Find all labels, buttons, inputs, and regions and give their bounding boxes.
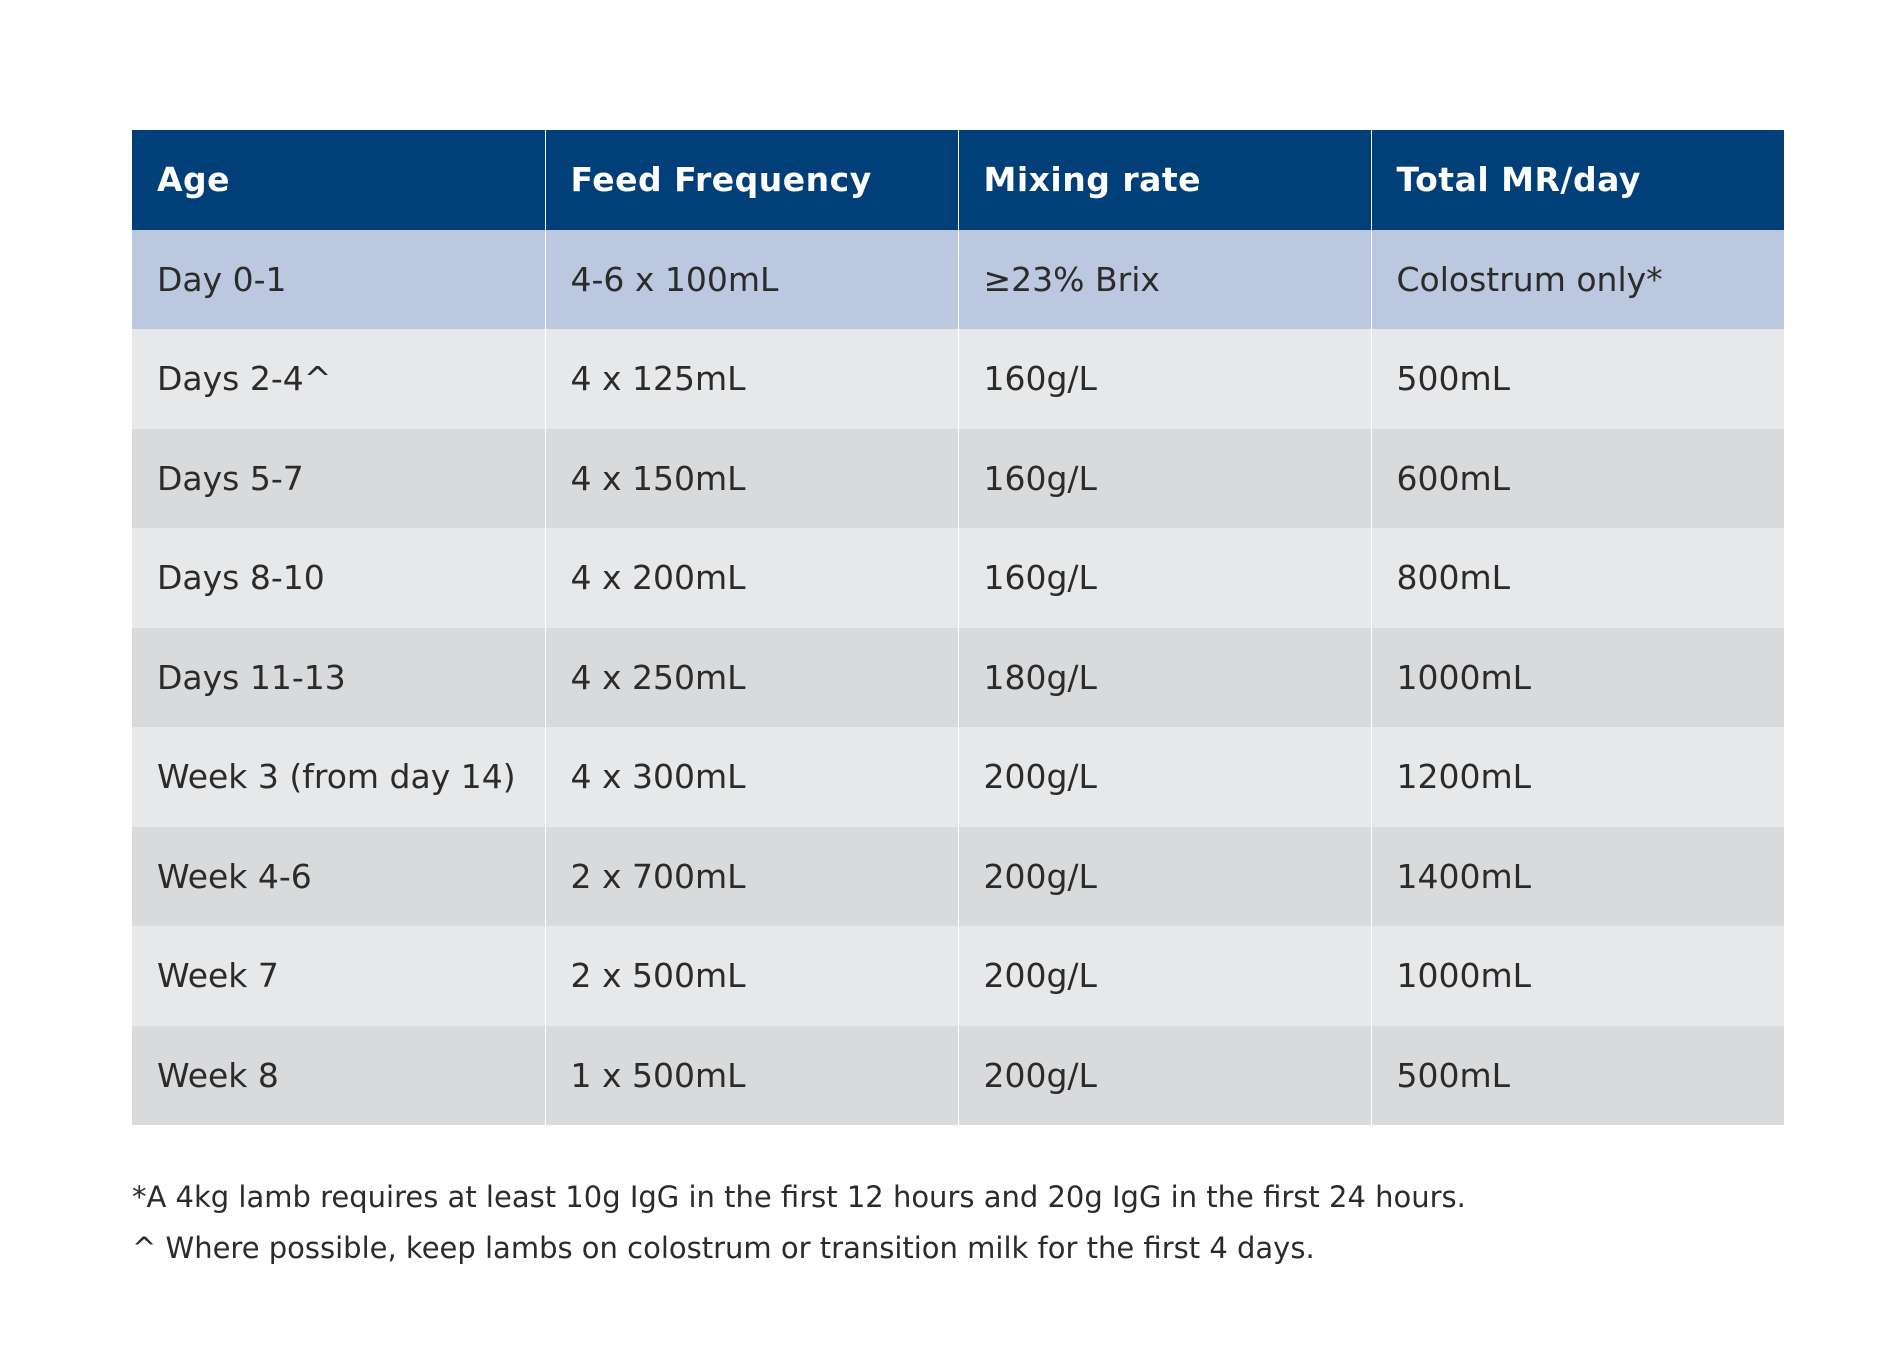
cell-age: Week 4-6 <box>132 826 545 926</box>
cell-mixing-rate: 200g/L <box>957 926 1371 1026</box>
cell-mixing-rate: 180g/L <box>957 627 1371 727</box>
table-row: Days 2-4^ 4 x 125mL 160g/L 500mL <box>132 329 1784 429</box>
footnotes: *A 4kg lamb requires at least 10g IgG in… <box>132 1172 1784 1274</box>
table-row: Week 4-6 2 x 700mL 200g/L 1400mL <box>132 826 1784 926</box>
cell-total-mr-day: 1000mL <box>1370 627 1784 727</box>
header-feed-frequency: Feed Frequency <box>544 130 958 230</box>
cell-total-mr-day: 1200mL <box>1370 727 1784 827</box>
cell-mixing-rate: 200g/L <box>957 826 1371 926</box>
footnote-colostrum: *A 4kg lamb requires at least 10g IgG in… <box>132 1180 1466 1214</box>
cell-age: Days 11-13 <box>132 627 545 727</box>
table-body: Day 0-1 4-6 x 100mL ≥23% Brix Colostrum … <box>132 229 1784 1125</box>
feeding-schedule-table: Age Feed Frequency Mixing rate Total MR/… <box>132 130 1784 1125</box>
cell-age: Days 2-4^ <box>132 329 545 429</box>
cell-total-mr-day: 500mL <box>1370 329 1784 429</box>
table-row: Days 8-10 4 x 200mL 160g/L 800mL <box>132 528 1784 628</box>
cell-mixing-rate: ≥23% Brix <box>957 229 1371 329</box>
cell-feed-frequency: 4-6 x 100mL <box>544 229 958 329</box>
footnote-transition: ^ Where possible, keep lambs on colostru… <box>132 1231 1315 1265</box>
cell-feed-frequency: 4 x 250mL <box>544 627 958 727</box>
table-row: Day 0-1 4-6 x 100mL ≥23% Brix Colostrum … <box>132 229 1784 329</box>
table-row: Week 3 (from day 14) 4 x 300mL 200g/L 12… <box>132 727 1784 827</box>
cell-age: Week 7 <box>132 926 545 1026</box>
cell-mixing-rate: 160g/L <box>957 528 1371 628</box>
cell-feed-frequency: 2 x 500mL <box>544 926 958 1026</box>
cell-age: Week 8 <box>132 1025 545 1125</box>
cell-mixing-rate: 200g/L <box>957 727 1371 827</box>
cell-mixing-rate: 200g/L <box>957 1025 1371 1125</box>
table-row: Week 7 2 x 500mL 200g/L 1000mL <box>132 926 1784 1026</box>
cell-feed-frequency: 4 x 300mL <box>544 727 958 827</box>
cell-total-mr-day: 1000mL <box>1370 926 1784 1026</box>
cell-feed-frequency: 4 x 125mL <box>544 329 958 429</box>
header-age: Age <box>132 130 545 230</box>
cell-mixing-rate: 160g/L <box>957 428 1371 528</box>
cell-total-mr-day: 500mL <box>1370 1025 1784 1125</box>
header-mixing-rate: Mixing rate <box>957 130 1371 230</box>
table-header: Age Feed Frequency Mixing rate Total MR/… <box>132 130 1784 230</box>
cell-feed-frequency: 2 x 700mL <box>544 826 958 926</box>
header-row: Age Feed Frequency Mixing rate Total MR/… <box>132 130 1784 230</box>
cell-total-mr-day: Colostrum only* <box>1370 229 1784 329</box>
table-row: Days 11-13 4 x 250mL 180g/L 1000mL <box>132 627 1784 727</box>
table-row: Days 5-7 4 x 150mL 160g/L 600mL <box>132 428 1784 528</box>
cell-age: Days 5-7 <box>132 428 545 528</box>
header-total-mr-day: Total MR/day <box>1370 130 1784 230</box>
cell-age: Days 8-10 <box>132 528 545 628</box>
cell-feed-frequency: 1 x 500mL <box>544 1025 958 1125</box>
cell-feed-frequency: 4 x 150mL <box>544 428 958 528</box>
cell-age: Week 3 (from day 14) <box>132 727 545 827</box>
cell-mixing-rate: 160g/L <box>957 329 1371 429</box>
cell-age: Day 0-1 <box>132 229 545 329</box>
cell-total-mr-day: 600mL <box>1370 428 1784 528</box>
cell-feed-frequency: 4 x 200mL <box>544 528 958 628</box>
cell-total-mr-day: 1400mL <box>1370 826 1784 926</box>
table-row: Week 8 1 x 500mL 200g/L 500mL <box>132 1025 1784 1125</box>
cell-total-mr-day: 800mL <box>1370 528 1784 628</box>
